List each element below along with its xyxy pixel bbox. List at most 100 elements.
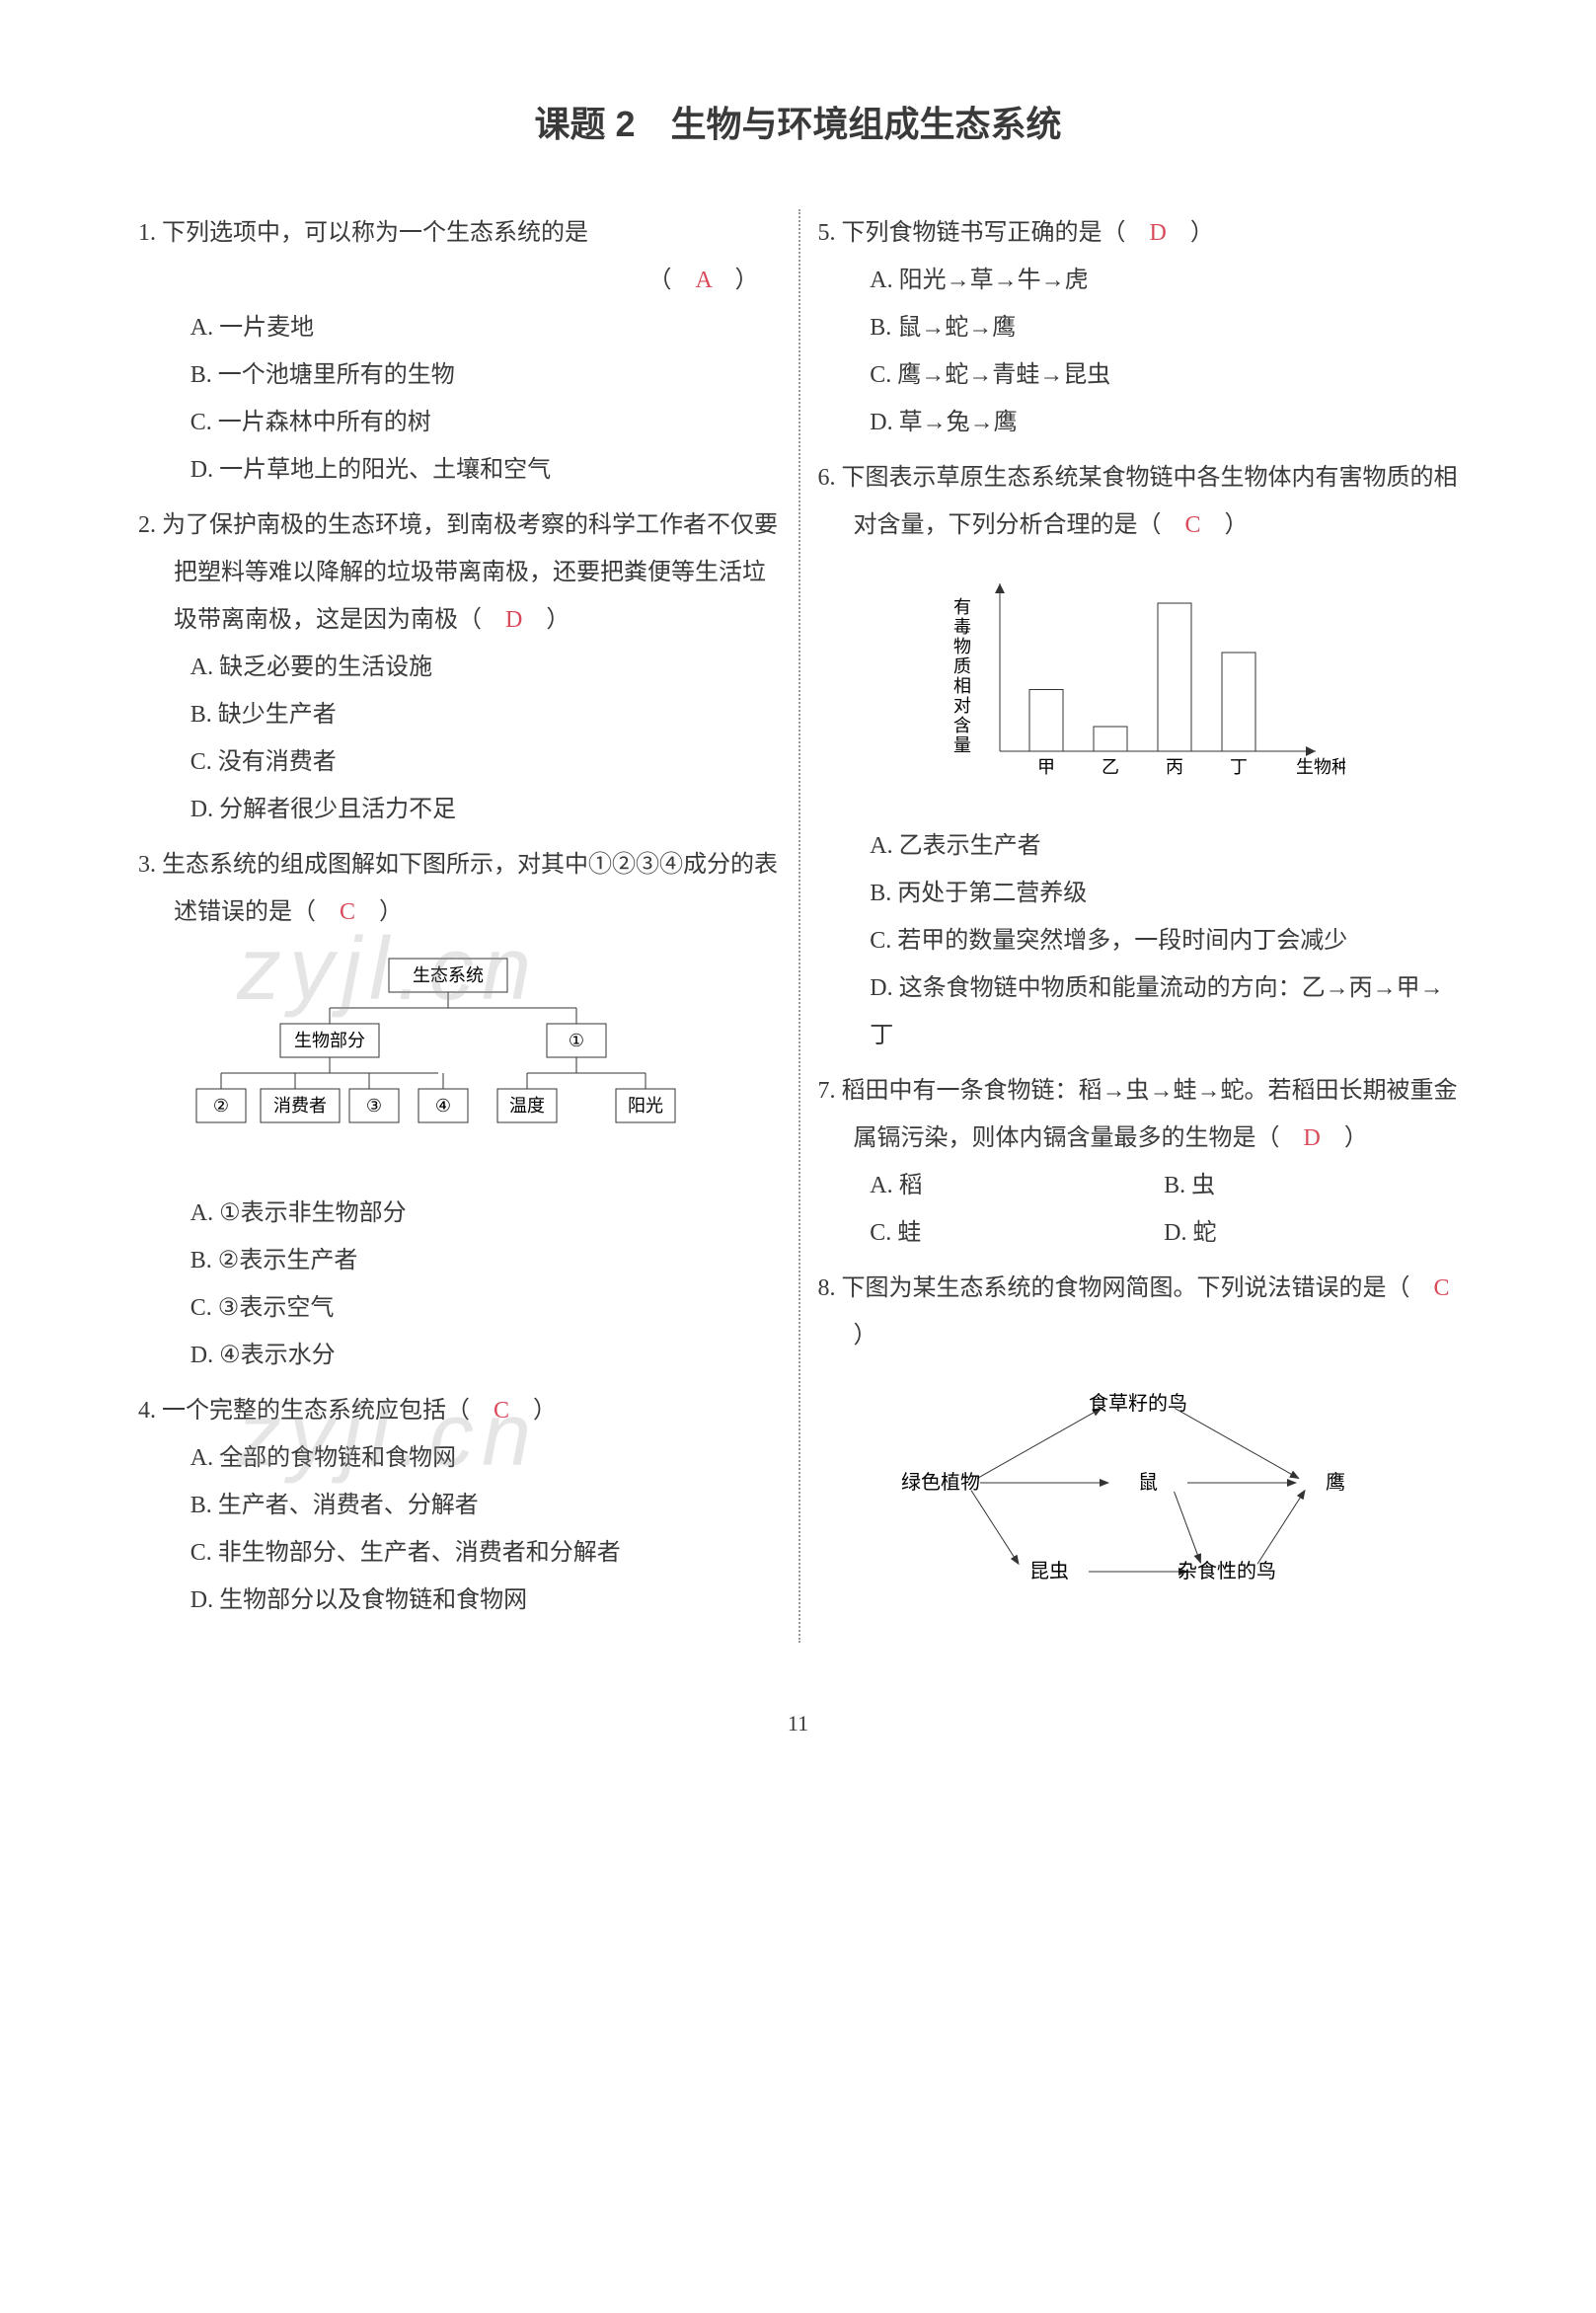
option-b: B. 虫 (1164, 1162, 1458, 1209)
option-c: C. 一片森林中所有的树 (190, 399, 779, 446)
svg-text:甲: 甲 (1037, 757, 1055, 777)
food-web-diagram: 绿色植物食草籽的鸟鼠昆虫杂食性的鸟鹰 (818, 1374, 1459, 1628)
option-b: B. 缺少生产者 (190, 691, 779, 738)
option-b: B. 生产者、消费者、分解者 (190, 1482, 779, 1529)
svg-text:鹰: 鹰 (1326, 1471, 1345, 1494)
svg-text:生态系统: 生态系统 (413, 965, 484, 985)
question-text: 6. 下图表示草原生态系统某食物链中各生物体内有害物质的相对含量，下列分析合理的… (818, 454, 1459, 549)
svg-text:鼠: 鼠 (1138, 1471, 1158, 1494)
options: A. 阳光→草→牛→虎 B. 鼠→蛇→鹰 C. 鹰→蛇→青蛙→昆虫 D. 草→兔… (818, 257, 1459, 446)
close-paren: ） (1190, 220, 1214, 246)
q-stem: 8. 下图为某生态系统的食物网简图。下列说法错误的是（ (818, 1275, 1410, 1301)
question-8: 8. 下图为某生态系统的食物网简图。下列说法错误的是（ C ） 绿色植物食草籽的… (818, 1265, 1459, 1628)
svg-text:乙: 乙 (1102, 757, 1119, 777)
option-b: B. 丙处于第二营养级 (870, 870, 1458, 917)
svg-text:温度: 温度 (509, 1096, 545, 1116)
option-b: B. 一个池塘里所有的生物 (190, 351, 779, 399)
option-a: A. 缺乏必要的生活设施 (190, 644, 779, 691)
svg-text:对: 对 (953, 696, 971, 716)
svg-text:量: 量 (953, 735, 971, 755)
question-5: 5. 下列食物链书写正确的是（ D ） A. 阳光→草→牛→虎 B. 鼠→蛇→鹰… (818, 209, 1459, 446)
options: A. ①表示非生物部分 B. ②表示生产者 C. ③表示空气 D. ④表示水分 (138, 1190, 779, 1379)
option-d: D. 这条食物链中物质和能量流动的方向：乙→丙→甲→丁 (870, 964, 1458, 1059)
answer: C (340, 899, 355, 925)
option-d: D. ④表示水分 (190, 1332, 779, 1379)
svg-text:质: 质 (953, 656, 971, 676)
svg-text:丁: 丁 (1230, 757, 1248, 777)
option-b: B. 鼠→蛇→鹰 (870, 304, 1458, 351)
option-a: A. 一片麦地 (190, 304, 779, 351)
close-paren: ） (533, 1398, 557, 1424)
q-stem: 2. 为了保护南极的生态环境，到南极考察的科学工作者不仅要把塑料等难以降解的垃圾… (138, 512, 778, 633)
food-web-svg: 绿色植物食草籽的鸟鼠昆虫杂食性的鸟鹰 (872, 1374, 1405, 1611)
svg-text:④: ④ (435, 1096, 451, 1116)
svg-text:①: ① (569, 1031, 584, 1050)
svg-text:丙: 丙 (1166, 757, 1183, 777)
close-paren: ） (546, 607, 570, 633)
answer: D (505, 607, 522, 633)
option-d: D. 草→兔→鹰 (870, 399, 1458, 446)
svg-text:昆虫: 昆虫 (1029, 1560, 1069, 1582)
question-text: 2. 为了保护南极的生态环境，到南极考察的科学工作者不仅要把塑料等难以降解的垃圾… (138, 501, 779, 644)
option-a: A. 全部的食物链和食物网 (190, 1434, 779, 1482)
options: A. 稻 B. 虫 C. 蛙 D. 蛇 (818, 1162, 1459, 1257)
option-c: C. 鹰→蛇→青蛙→昆虫 (870, 351, 1458, 399)
question-text: 4. 一个完整的生态系统应包括（ C ） (138, 1387, 779, 1434)
option-b: B. ②表示生产者 (190, 1237, 779, 1284)
svg-text:相: 相 (953, 676, 971, 696)
lesson-title: 课题 2 生物与环境组成生态系统 (138, 89, 1458, 160)
answer: D (1304, 1125, 1321, 1151)
left-column: zyjl.cn zyjl.cn 1. 下列选项中，可以称为一个生态系统的是 （ … (138, 209, 779, 1643)
svg-text:消费者: 消费者 (273, 1096, 327, 1116)
q-stem: 5. 下列食物链书写正确的是（ (818, 220, 1126, 246)
options: A. 一片麦地 B. 一个池塘里所有的生物 C. 一片森林中所有的树 D. 一片… (138, 304, 779, 494)
question-text: 5. 下列食物链书写正确的是（ D ） (818, 209, 1459, 257)
option-a: A. 阳光→草→牛→虎 (870, 257, 1458, 304)
svg-text:有: 有 (953, 597, 971, 617)
question-3: 3. 生态系统的组成图解如下图所示，对其中①②③④成分的表述错误的是（ C ） … (138, 841, 779, 1379)
close-paren: ） (1344, 1125, 1368, 1151)
close-paren: ） (379, 899, 403, 925)
svg-text:毒: 毒 (953, 617, 971, 637)
answer: C (1185, 512, 1201, 538)
question-text: 8. 下图为某生态系统的食物网简图。下列说法错误的是（ C ） (818, 1265, 1459, 1359)
answer-paren: （ A ） (138, 257, 779, 304)
column-divider (798, 209, 800, 1643)
bar-chart: 有毒物质相对含量甲乙丙丁生物种类 (818, 564, 1459, 808)
option-c: C. 没有消费者 (190, 738, 779, 786)
close-paren: ） (854, 1323, 877, 1349)
right-column: 5. 下列食物链书写正确的是（ D ） A. 阳光→草→牛→虎 B. 鼠→蛇→鹰… (818, 209, 1459, 1643)
option-d: D. 分解者很少且活力不足 (190, 786, 779, 833)
svg-text:绿色植物: 绿色植物 (901, 1471, 980, 1494)
option-d: D. 蛇 (1164, 1209, 1458, 1257)
question-2: 2. 为了保护南极的生态环境，到南极考察的科学工作者不仅要把塑料等难以降解的垃圾… (138, 501, 779, 833)
question-text: 1. 下列选项中，可以称为一个生态系统的是 (138, 209, 779, 257)
two-column-layout: zyjl.cn zyjl.cn 1. 下列选项中，可以称为一个生态系统的是 （ … (138, 209, 1458, 1643)
option-c: C. ③表示空气 (190, 1284, 779, 1332)
question-text: 7. 稻田中有一条食物链：稻→虫→蛙→蛇。若稻田长期被重金属镉污染，则体内镉含量… (818, 1067, 1459, 1162)
option-d: D. 生物部分以及食物链和食物网 (190, 1577, 779, 1624)
question-1: 1. 下列选项中，可以称为一个生态系统的是 （ A ） A. 一片麦地 B. 一… (138, 209, 779, 494)
svg-text:生物部分: 生物部分 (294, 1031, 365, 1050)
question-4: 4. 一个完整的生态系统应包括（ C ） A. 全部的食物链和食物网 B. 生产… (138, 1387, 779, 1624)
option-c: C. 非生物部分、生产者、消费者和分解者 (190, 1529, 779, 1577)
option-a: A. 稻 (870, 1162, 1164, 1209)
svg-text:③: ③ (366, 1096, 382, 1116)
question-6: 6. 下图表示草原生态系统某食物链中各生物体内有害物质的相对含量，下列分析合理的… (818, 454, 1459, 1059)
svg-text:含: 含 (953, 716, 971, 735)
option-c: C. 若甲的数量突然增多，一段时间内丁会减少 (870, 917, 1458, 964)
options: A. 全部的食物链和食物网 B. 生产者、消费者、分解者 C. 非生物部分、生产… (138, 1434, 779, 1624)
ecosystem-tree-diagram: 生态系统生物部分①②消费者③④温度阳光 (138, 951, 779, 1175)
close-paren: ） (1225, 512, 1249, 538)
options: A. 缺乏必要的生活设施 B. 缺少生产者 C. 没有消费者 D. 分解者很少且… (138, 644, 779, 833)
answer: A (695, 268, 711, 293)
svg-text:杂食性的鸟: 杂食性的鸟 (1178, 1560, 1276, 1582)
q-stem: 3. 生态系统的组成图解如下图所示，对其中①②③④成分的表述错误的是（ (138, 852, 778, 925)
tree-diagram-svg: 生态系统生物部分①②消费者③④温度阳光 (182, 951, 734, 1158)
question-7: 7. 稻田中有一条食物链：稻→虫→蛙→蛇。若稻田长期被重金属镉污染，则体内镉含量… (818, 1067, 1459, 1257)
options: A. 乙表示生产者 B. 丙处于第二营养级 C. 若甲的数量突然增多，一段时间内… (818, 822, 1459, 1059)
svg-text:阳光: 阳光 (628, 1096, 663, 1116)
svg-text:物: 物 (953, 637, 971, 656)
question-text: 3. 生态系统的组成图解如下图所示，对其中①②③④成分的表述错误的是（ C ） (138, 841, 779, 936)
option-a: A. 乙表示生产者 (870, 822, 1458, 870)
